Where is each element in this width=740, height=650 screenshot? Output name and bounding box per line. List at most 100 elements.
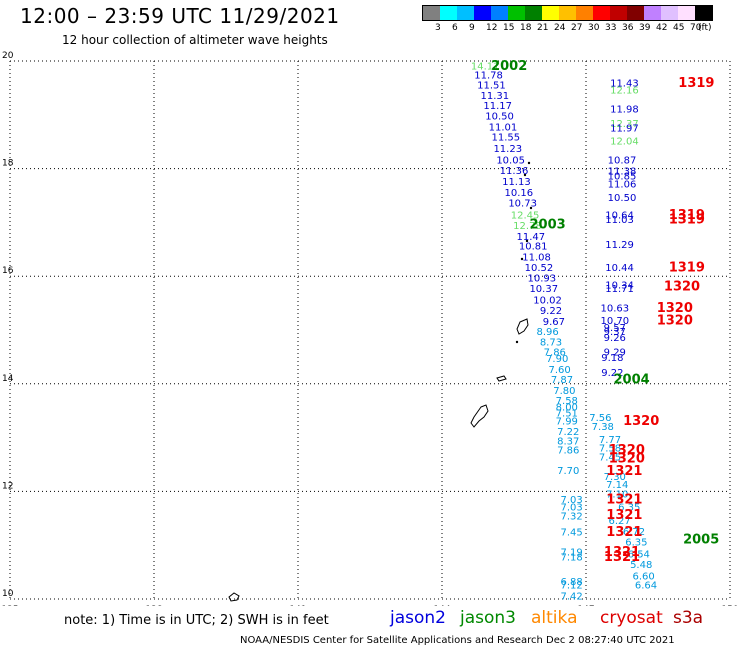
x-tick-label: 144 xyxy=(433,605,450,606)
y-tick-label: 10 xyxy=(2,589,14,599)
island-dot xyxy=(529,206,533,210)
wave-height-label: 9.37 xyxy=(604,327,626,338)
legend-label: 12 xyxy=(486,23,498,33)
legend-swatch: 9 xyxy=(457,6,475,33)
legend-label: 33 xyxy=(605,23,617,33)
wave-height-label: 7.51 xyxy=(556,408,578,419)
wave-height-label: 9.57 xyxy=(604,323,626,334)
island-dot xyxy=(527,161,531,165)
pass-number-label: 1320 xyxy=(664,279,700,294)
legend-swatch: 33 xyxy=(593,6,616,33)
y-tick-label: 12 xyxy=(2,481,13,491)
legend-swatch: 42 xyxy=(644,6,667,33)
wave-height-label: 10.37 xyxy=(529,284,558,295)
wave-height-label: 7.70 xyxy=(557,466,579,477)
wave-height-label: 9.22 xyxy=(540,306,562,317)
wave-height-label: 7.18 xyxy=(560,553,582,564)
legend-label: 15 xyxy=(503,23,515,33)
wave-height-label: 9.29 xyxy=(604,348,626,359)
satellite-name: s3a xyxy=(673,608,704,628)
legend-label: 39 xyxy=(639,23,651,33)
wave-height-label: 10.93 xyxy=(528,273,557,284)
wave-height-label: 10.16 xyxy=(504,188,533,199)
legend-label: 6 xyxy=(452,23,458,33)
wave-height-label: 11.71 xyxy=(605,284,634,295)
wave-height-map: 135 138 141 144 147 150 20 18 16 14 12 10 14.1111.78… xyxy=(1,51,738,606)
wave-height-label: 9.67 xyxy=(543,317,565,328)
legend-swatch: 30 xyxy=(576,6,599,33)
legend-label: 18 xyxy=(520,23,532,33)
wave-height-label: 7.87 xyxy=(551,375,573,386)
island-outline xyxy=(228,592,240,602)
wave-height-label: 10.70 xyxy=(600,316,629,327)
y-tick-label: 14 xyxy=(2,374,14,384)
wave-height-label: 8.37 xyxy=(557,436,579,447)
wave-height-label: 10.87 xyxy=(608,156,637,167)
wave-height-label: 10.34 xyxy=(605,280,634,291)
legend-swatch: 3 xyxy=(423,6,441,33)
wave-height-label: 10.85 xyxy=(608,172,637,183)
wave-height-label: 6.88 xyxy=(560,577,582,588)
wave-height-label: 6.64 xyxy=(635,581,657,592)
legend-label: 24 xyxy=(554,23,566,33)
wave-height-label: 7.60 xyxy=(548,365,570,376)
wave-height-label: 7.03 xyxy=(560,495,582,506)
wave-height-label: 12.16 xyxy=(610,86,639,97)
wave-height-label: 12.78 xyxy=(513,221,542,232)
wave-height-label: 9.22 xyxy=(601,368,623,379)
wave-height-label: 11.29 xyxy=(605,240,634,251)
wave-height-label: 10.81 xyxy=(519,242,548,253)
legend-swatch: 21 xyxy=(525,6,548,33)
legend-label: 42 xyxy=(656,23,668,33)
wave-height-label: 7.42 xyxy=(560,591,582,602)
wave-height-label: 7.90 xyxy=(546,354,568,365)
pass-number-label: 2004 xyxy=(614,373,650,388)
legend-label: 45 xyxy=(673,23,685,33)
wave-height-label: 7.77 xyxy=(599,435,621,446)
x-tick-label: 150 xyxy=(721,605,738,606)
pass-number-label: 1320 xyxy=(657,313,693,328)
legend-swatch: 27 xyxy=(559,6,582,33)
wave-height-label: 14.11 xyxy=(471,61,500,72)
legend-label: 70 xyxy=(690,23,702,33)
pass-number-label: 1319 xyxy=(669,261,705,276)
wave-height-label: 11.97 xyxy=(610,123,639,134)
satellite-name: jason2 xyxy=(390,608,446,628)
pass-number-label: 1319 xyxy=(669,213,705,228)
wave-height-label: 12.04 xyxy=(610,137,639,148)
wave-height-label: 11.98 xyxy=(610,104,639,115)
wave-height-label: 11.13 xyxy=(502,177,531,188)
legend-swatch: 18 xyxy=(508,6,531,33)
wave-height-label: 9.26 xyxy=(604,333,626,344)
wave-height-label: 10.05 xyxy=(496,156,525,167)
legend-label: 30 xyxy=(588,23,600,33)
wave-height-label: 7.58 xyxy=(599,443,621,454)
wave-height-label: 8.96 xyxy=(536,327,558,338)
pass-number-label: 1321 xyxy=(606,525,642,540)
wave-height-label: 7.80 xyxy=(553,386,575,397)
island-dot xyxy=(525,239,529,243)
wave-height-label: 11.51 xyxy=(477,81,506,92)
wave-height-label: 11.36 xyxy=(500,166,529,177)
satellite-name: jason3 xyxy=(460,608,516,628)
wave-height-label: 10.64 xyxy=(605,210,634,221)
legend-swatch: 24 xyxy=(542,6,565,33)
wave-height-label: 10.63 xyxy=(600,303,629,314)
wave-height-label: 6.54 xyxy=(628,549,650,560)
legend-swatch: 45 xyxy=(661,6,684,33)
pass-number-label: 1320 xyxy=(609,452,645,467)
legend-swatch: 39 xyxy=(627,6,650,33)
x-tick-label: 141 xyxy=(289,605,306,606)
wave-height-label: 11.01 xyxy=(489,123,518,134)
wave-height-label: 10.44 xyxy=(605,263,634,274)
island-outline xyxy=(496,375,507,382)
wave-height-label: 10.50 xyxy=(608,193,637,204)
wave-height-label: 6.27 xyxy=(608,516,630,527)
wave-height-label: 7.56 xyxy=(589,413,611,424)
wave-height-label: 11.03 xyxy=(605,215,634,226)
y-tick-label: 16 xyxy=(2,266,14,276)
legend-swatch: 6 xyxy=(440,6,458,33)
wave-height-label: 7.86 xyxy=(544,348,566,359)
wave-height-label: 7.10 xyxy=(606,490,628,501)
wave-height-label: 7.30 xyxy=(604,472,626,483)
